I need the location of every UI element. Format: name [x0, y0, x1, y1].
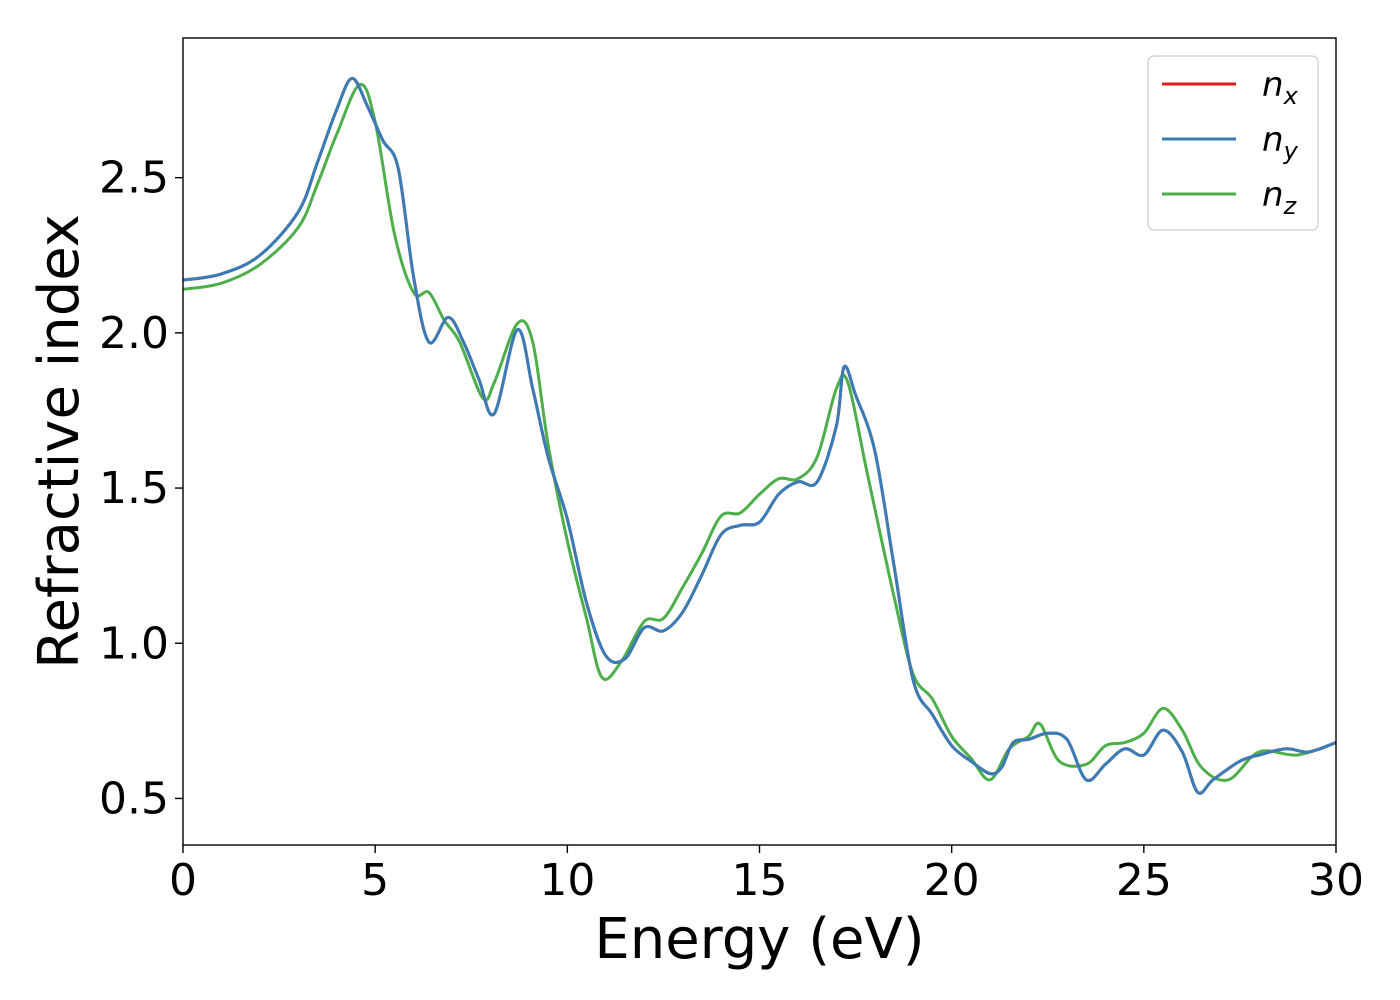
y-tick-label: 2.0 [99, 308, 169, 359]
x-tick-label: 5 [361, 855, 389, 906]
y-tick-label: 0.5 [99, 773, 169, 824]
legend-label-n-y: ny [1262, 120, 1299, 165]
series-layer [183, 76, 1336, 795]
legend-box [1147, 55, 1319, 231]
x-tick-label: 10 [539, 855, 595, 906]
y-tick-label: 1.0 [99, 618, 169, 669]
series-line-n-y [183, 76, 1336, 795]
x-axis-title: Energy (eV) [594, 907, 924, 972]
x-tick-label: 0 [169, 855, 197, 906]
x-tick-label: 25 [1116, 855, 1172, 906]
y-tick-label: 1.5 [99, 463, 169, 514]
x-tick-label: 20 [924, 855, 980, 906]
legend-label-n-x: nx [1262, 65, 1299, 110]
y-axis-title: Refractive index [27, 214, 92, 669]
x-tick-label: 15 [732, 855, 788, 906]
x-tick-label: 30 [1308, 855, 1364, 906]
y-axis: 0.5 1.0 1.5 2.0 2.5 [99, 153, 183, 824]
series-line-n-z [183, 83, 1336, 782]
y-tick-label: 2.5 [99, 153, 169, 204]
x-axis: 0 5 10 15 20 25 30 [169, 845, 1364, 906]
